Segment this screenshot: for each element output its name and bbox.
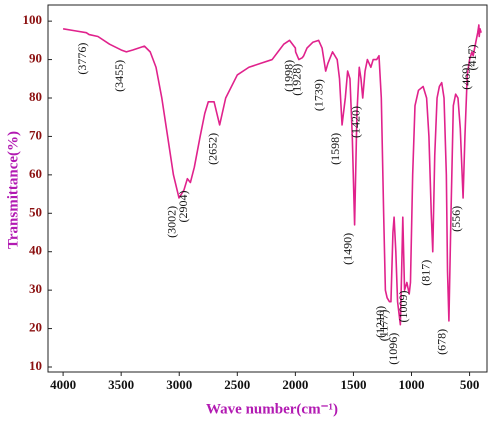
y-tick-label: 90 bbox=[29, 51, 42, 66]
x-tick-label: 2500 bbox=[224, 377, 250, 392]
y-tick-label: 70 bbox=[29, 127, 42, 142]
peak-label: (3002) bbox=[165, 206, 179, 238]
peak-label: (1420) bbox=[348, 106, 362, 138]
peak-label: (1096) bbox=[386, 333, 400, 365]
y-tick-label: 30 bbox=[29, 281, 42, 296]
plot-frame bbox=[47, 4, 488, 373]
peak-label: (2904) bbox=[176, 191, 190, 223]
y-axis-title: Transmittance(%) bbox=[5, 131, 21, 249]
x-tick-label: 3000 bbox=[166, 377, 192, 392]
x-tick-label: 4000 bbox=[50, 377, 76, 392]
peak-label: (3455) bbox=[112, 60, 126, 92]
peak-label: (1739) bbox=[311, 79, 325, 111]
peak-label: (1598) bbox=[328, 133, 342, 165]
peak-label: (1490) bbox=[340, 233, 354, 265]
peak-label: (1210) bbox=[373, 306, 387, 338]
y-tick-label: 10 bbox=[29, 358, 42, 373]
peak-label: (417) bbox=[465, 45, 479, 71]
y-tick-label: 50 bbox=[29, 204, 42, 219]
peak-label: (1998) bbox=[281, 60, 295, 92]
peak-label: (2652) bbox=[205, 133, 219, 165]
y-tick-label: 60 bbox=[29, 166, 42, 181]
peak-label: (3776) bbox=[75, 43, 89, 75]
spectrum-line bbox=[62, 24, 482, 326]
peak-label: (556) bbox=[449, 206, 463, 232]
y-tick-label: 80 bbox=[29, 89, 42, 104]
peak-label: (1009) bbox=[396, 290, 410, 322]
peak-label: (469) bbox=[459, 64, 473, 90]
x-tick-label: 1500 bbox=[340, 377, 366, 392]
x-tick-label: 2000 bbox=[282, 377, 308, 392]
peak-label: (1928) bbox=[289, 64, 303, 96]
y-tick-label: 100 bbox=[23, 12, 43, 27]
x-tick-label: 500 bbox=[460, 377, 480, 392]
x-axis-title: Wave number(cm⁻¹) bbox=[206, 401, 338, 417]
peak-label: (1177) bbox=[377, 310, 391, 342]
x-tick-label: 3500 bbox=[108, 377, 134, 392]
y-tick-label: 40 bbox=[29, 243, 42, 258]
y-tick-label: 20 bbox=[29, 320, 42, 335]
peak-label: (678) bbox=[435, 329, 449, 355]
peak-label: (817) bbox=[419, 260, 433, 286]
x-tick-label: 1000 bbox=[399, 377, 425, 392]
